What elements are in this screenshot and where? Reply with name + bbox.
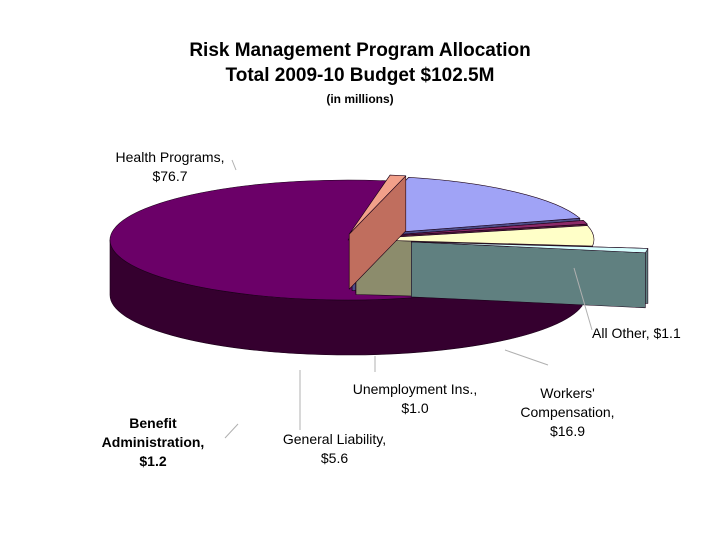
pie-slice-general-liability <box>355 225 595 247</box>
label-workers-compensation: Workers' Compensation, $16.9 <box>505 384 630 441</box>
label-unemployment-name: Unemployment Ins., <box>352 381 478 397</box>
label-workers-compensation-name: Workers' Compensation, <box>520 385 615 420</box>
label-unemployment-value: $1.0 <box>401 400 429 416</box>
label-general-liability: General Liability, $5.6 <box>262 430 407 468</box>
label-general-liability-value: $5.6 <box>320 450 349 466</box>
label-health-programs-name: Health Programs, <box>115 149 225 165</box>
label-all-other-value: $1.1 <box>653 325 681 341</box>
label-health-programs: Health Programs, $76.7 <box>90 148 250 186</box>
label-benefit-administration-value: $1.2 <box>139 453 167 469</box>
label-workers-compensation-value: $16.9 <box>549 423 586 439</box>
pie-slice-benefit-administration-wall-1 <box>411 241 646 309</box>
label-unemployment: Unemployment Ins., $1.0 <box>335 380 495 418</box>
leader-line-all-other <box>573 267 593 331</box>
label-health-programs-value: $76.7 <box>152 168 188 184</box>
pie-slice-workers-compensation <box>351 177 581 236</box>
chart-title: Risk Management Program Allocation <box>189 40 531 61</box>
leader-line-workers-compensation <box>504 349 549 366</box>
label-all-other-name: All Other, <box>592 325 650 341</box>
label-all-other: All Other, $1.1 <box>592 324 681 343</box>
label-benefit-administration: Benefit Administration, $1.2 <box>88 414 218 471</box>
leader-line-benefit-administration <box>224 423 239 439</box>
pie-slice-benefit-administration <box>411 241 649 254</box>
label-general-liability-name: General Liability, <box>282 431 387 447</box>
pie-slice-all-other <box>348 174 407 235</box>
pie-slice-unemployment-ins <box>355 220 588 239</box>
chart-units-note: (in millions) <box>326 92 394 106</box>
label-benefit-administration-name: Benefit Administration, <box>101 415 205 450</box>
chart-subtitle-budget: Total 2009-10 Budget $102.5M <box>225 65 495 86</box>
leader-line-health-programs <box>231 159 237 171</box>
